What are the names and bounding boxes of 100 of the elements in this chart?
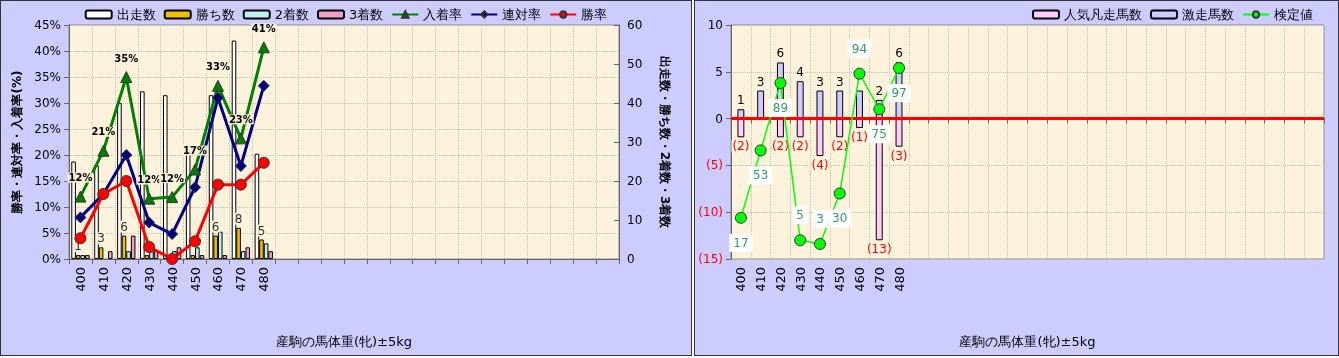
data-label: 12% bbox=[137, 174, 162, 186]
bar bbox=[737, 118, 745, 138]
legend-label: 勝率 bbox=[581, 7, 608, 22]
bar bbox=[816, 90, 824, 119]
point bbox=[189, 235, 202, 248]
x-tick-label: 470 bbox=[233, 267, 249, 292]
data-label: (2) bbox=[771, 139, 789, 154]
data-label: 3 bbox=[816, 212, 824, 227]
x-tick-label: 450 bbox=[187, 267, 203, 292]
data-label: 41% bbox=[251, 22, 276, 34]
x-tick-label: 450 bbox=[832, 267, 848, 292]
y-tick-label: 35% bbox=[34, 70, 61, 84]
y-tick-label: 10% bbox=[34, 200, 61, 214]
y-tick-label: 45% bbox=[34, 18, 61, 32]
point bbox=[833, 187, 846, 200]
bar bbox=[816, 118, 824, 157]
x-tick-label: 410 bbox=[753, 267, 769, 292]
legend-label: 激走馬数 bbox=[1182, 7, 1234, 22]
y-tick-label: 5 bbox=[715, 64, 723, 79]
point bbox=[257, 79, 270, 92]
bar bbox=[796, 81, 804, 119]
data-label: 53 bbox=[753, 168, 769, 183]
point bbox=[166, 228, 179, 241]
bar bbox=[836, 118, 844, 138]
data-label: 1 bbox=[737, 93, 745, 108]
y-tick-label: 15% bbox=[34, 174, 61, 188]
legend-label: 2着数 bbox=[274, 7, 310, 22]
point bbox=[97, 144, 110, 157]
data-label: 94 bbox=[851, 41, 868, 56]
data-label: 97 bbox=[891, 86, 907, 101]
point bbox=[166, 253, 179, 265]
bar bbox=[796, 118, 804, 138]
point bbox=[189, 163, 202, 176]
data-label: (2) bbox=[831, 139, 849, 154]
y-tick-label: (10) bbox=[698, 205, 723, 220]
y-tick-label: (5) bbox=[706, 158, 723, 173]
data-label: 5 bbox=[796, 208, 804, 223]
point bbox=[853, 67, 866, 80]
y-tick-label: 5% bbox=[41, 226, 61, 240]
point bbox=[734, 211, 747, 224]
bar bbox=[836, 90, 844, 119]
data-label: (4) bbox=[811, 158, 829, 173]
x-tick-label: 400 bbox=[72, 267, 88, 292]
point bbox=[189, 181, 202, 194]
legend-label: 入着率 bbox=[423, 7, 463, 22]
data-label: 6 bbox=[120, 219, 128, 234]
point bbox=[166, 191, 179, 204]
data-label: 89 bbox=[772, 101, 789, 116]
data-label: (1) bbox=[850, 129, 868, 144]
bar bbox=[130, 235, 136, 259]
data-label: (3) bbox=[890, 148, 908, 163]
point bbox=[813, 238, 826, 251]
data-label: 3 bbox=[835, 74, 844, 89]
x-tick-label: 420 bbox=[118, 267, 134, 292]
x-tick-label: 460 bbox=[210, 267, 226, 292]
x-tick-label: 460 bbox=[851, 267, 867, 292]
bar bbox=[80, 255, 86, 259]
data-label: 5 bbox=[257, 223, 266, 238]
legend-label: 出走数 bbox=[116, 7, 156, 22]
point bbox=[211, 178, 224, 191]
data-label: 6 bbox=[776, 46, 785, 61]
x-tick-label: 400 bbox=[733, 267, 749, 292]
x-axis-title: 産駒の馬体重(牝)±5kg bbox=[275, 334, 413, 349]
legend-label: 人気凡走馬数 bbox=[1064, 7, 1142, 22]
y2-tick-label: 20 bbox=[627, 174, 643, 188]
x-tick-label: 440 bbox=[164, 267, 180, 292]
point bbox=[120, 71, 133, 83]
y2-tick-label: 40 bbox=[627, 96, 643, 110]
y-tick-label: 30% bbox=[34, 96, 61, 110]
point bbox=[120, 149, 133, 161]
y-tick-label: 10 bbox=[707, 18, 723, 32]
data-label: 30 bbox=[832, 211, 848, 226]
y2-tick-label: 10 bbox=[627, 213, 643, 227]
bar bbox=[856, 90, 863, 119]
point bbox=[873, 103, 886, 116]
data-label: (2) bbox=[791, 139, 809, 154]
y-tick-label: 40% bbox=[34, 44, 61, 58]
y2-tick-label: 30 bbox=[627, 135, 643, 149]
point bbox=[211, 91, 224, 104]
data-label: 3 bbox=[97, 231, 105, 246]
bar bbox=[217, 231, 223, 259]
point bbox=[74, 190, 87, 203]
y2-tick-label: 60 bbox=[627, 18, 643, 32]
x-tick-label: 480 bbox=[891, 267, 907, 292]
point bbox=[234, 159, 247, 172]
point bbox=[143, 241, 156, 254]
data-label: 17 bbox=[733, 235, 749, 250]
data-label: 17% bbox=[183, 145, 208, 157]
data-label: 2 bbox=[875, 83, 884, 98]
x-tick-label: 430 bbox=[141, 267, 157, 292]
data-label: 8 bbox=[234, 211, 243, 226]
x-axis-title: 産駒の馬体重(牝)±5kg bbox=[959, 334, 1096, 349]
point bbox=[234, 178, 247, 191]
x-tick-label: 410 bbox=[95, 267, 111, 292]
point bbox=[754, 144, 767, 157]
data-label: 12% bbox=[68, 172, 93, 184]
x-tick-label: 420 bbox=[772, 267, 788, 292]
data-label: 75 bbox=[871, 127, 887, 142]
point bbox=[257, 156, 270, 169]
point bbox=[257, 41, 270, 54]
